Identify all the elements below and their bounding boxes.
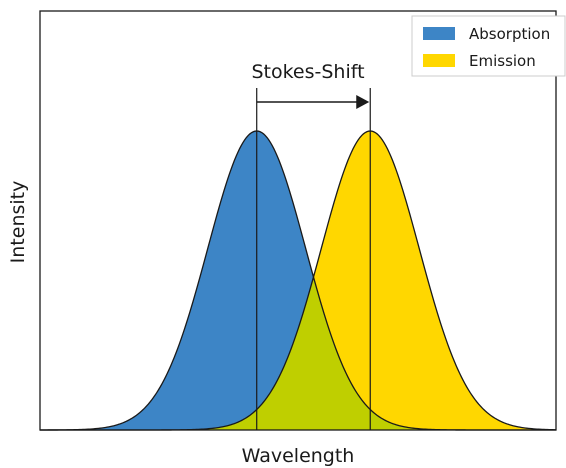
y-axis-label: Intensity [7, 181, 29, 264]
emission-area [40, 131, 556, 430]
legend-label-emission: Emission [469, 52, 536, 70]
legend-swatch-emission [423, 54, 455, 67]
legend: Absorption Emission [411, 15, 566, 77]
x-axis-label: Wavelength [242, 445, 355, 467]
stokes-shift-arrowhead [356, 95, 370, 109]
overlap-area [40, 277, 556, 430]
absorption-area [40, 131, 556, 430]
stokes-shift-label: Stokes-Shift [251, 61, 364, 83]
legend-swatch-absorption [423, 27, 455, 40]
plot-frame [39, 10, 557, 431]
legend-label-absorption: Absorption [469, 25, 550, 43]
